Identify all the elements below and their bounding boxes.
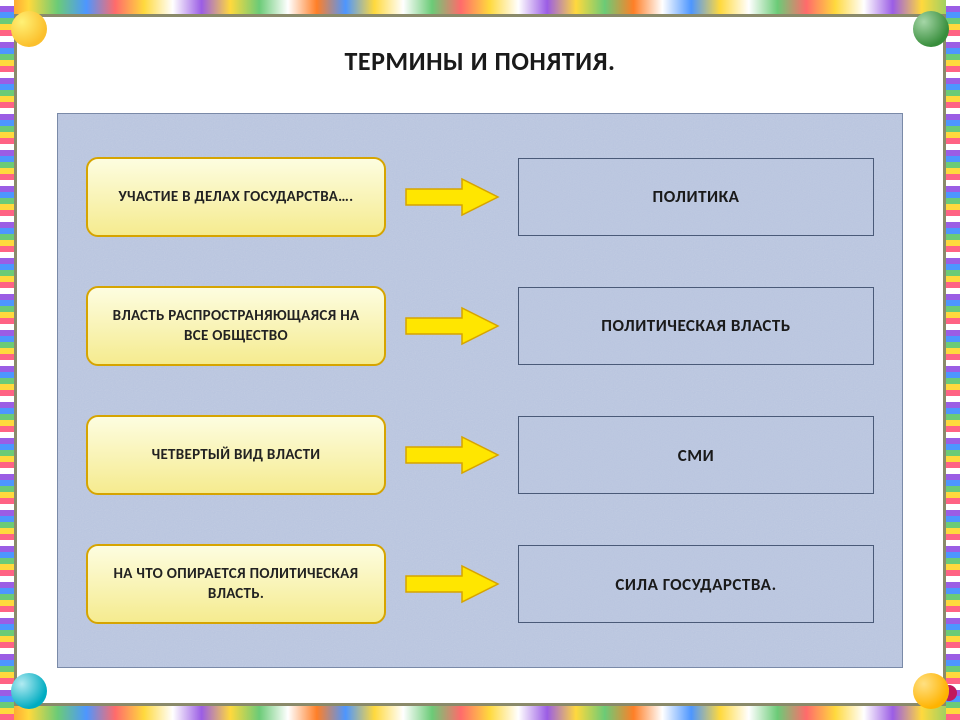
content-panel: УЧАСТИЕ В ДЕЛАХ ГОСУДАРСТВА…. ПОЛИТИКА В… <box>57 113 903 668</box>
term-box: СМИ <box>518 416 874 494</box>
term-box: СИЛА ГОСУДАРСТВА. <box>518 545 874 623</box>
term-box: ПОЛИТИЧЕСКАЯ ВЛАСТЬ <box>518 287 874 365</box>
arrow-icon <box>400 435 504 475</box>
term-row: ЧЕТВЕРТЫЙ ВИД ВЛАСТИ СМИ <box>86 407 874 503</box>
decorative-frame: ТЕРМИНЫ И ПОНЯТИЯ. УЧАСТИЕ В ДЕЛАХ ГОСУД… <box>0 0 960 720</box>
arrow-icon <box>400 564 504 604</box>
frame-stripes-left <box>0 0 14 720</box>
frame-stripes-right <box>946 0 960 720</box>
slide-canvas: ТЕРМИНЫ И ПОНЯТИЯ. УЧАСТИЕ В ДЕЛАХ ГОСУД… <box>14 14 946 706</box>
corner-ball-icon <box>11 673 47 709</box>
term-row: УЧАСТИЕ В ДЕЛАХ ГОСУДАРСТВА…. ПОЛИТИКА <box>86 149 874 245</box>
arrow-icon <box>400 177 504 217</box>
corner-ball-icon <box>11 11 47 47</box>
term-row: НА ЧТО ОПИРАЕТСЯ ПОЛИТИЧЕСКАЯ ВЛАСТЬ. СИ… <box>86 536 874 632</box>
definition-box: НА ЧТО ОПИРАЕТСЯ ПОЛИТИЧЕСКАЯ ВЛАСТЬ. <box>86 544 386 624</box>
definition-box: ВЛАСТЬ РАСПРОСТРАНЯЮЩАЯСЯ НА ВСЕ ОБЩЕСТВ… <box>86 286 386 366</box>
corner-ball-icon <box>913 673 949 709</box>
definition-box: УЧАСТИЕ В ДЕЛАХ ГОСУДАРСТВА…. <box>86 157 386 237</box>
page-title: ТЕРМИНЫ И ПОНЯТИЯ. <box>57 45 903 77</box>
arrow-icon <box>400 306 504 346</box>
definition-box: ЧЕТВЕРТЫЙ ВИД ВЛАСТИ <box>86 415 386 495</box>
corner-ball-icon <box>913 11 949 47</box>
term-box: ПОЛИТИКА <box>518 158 874 236</box>
term-row: ВЛАСТЬ РАСПРОСТРАНЯЮЩАЯСЯ НА ВСЕ ОБЩЕСТВ… <box>86 278 874 374</box>
